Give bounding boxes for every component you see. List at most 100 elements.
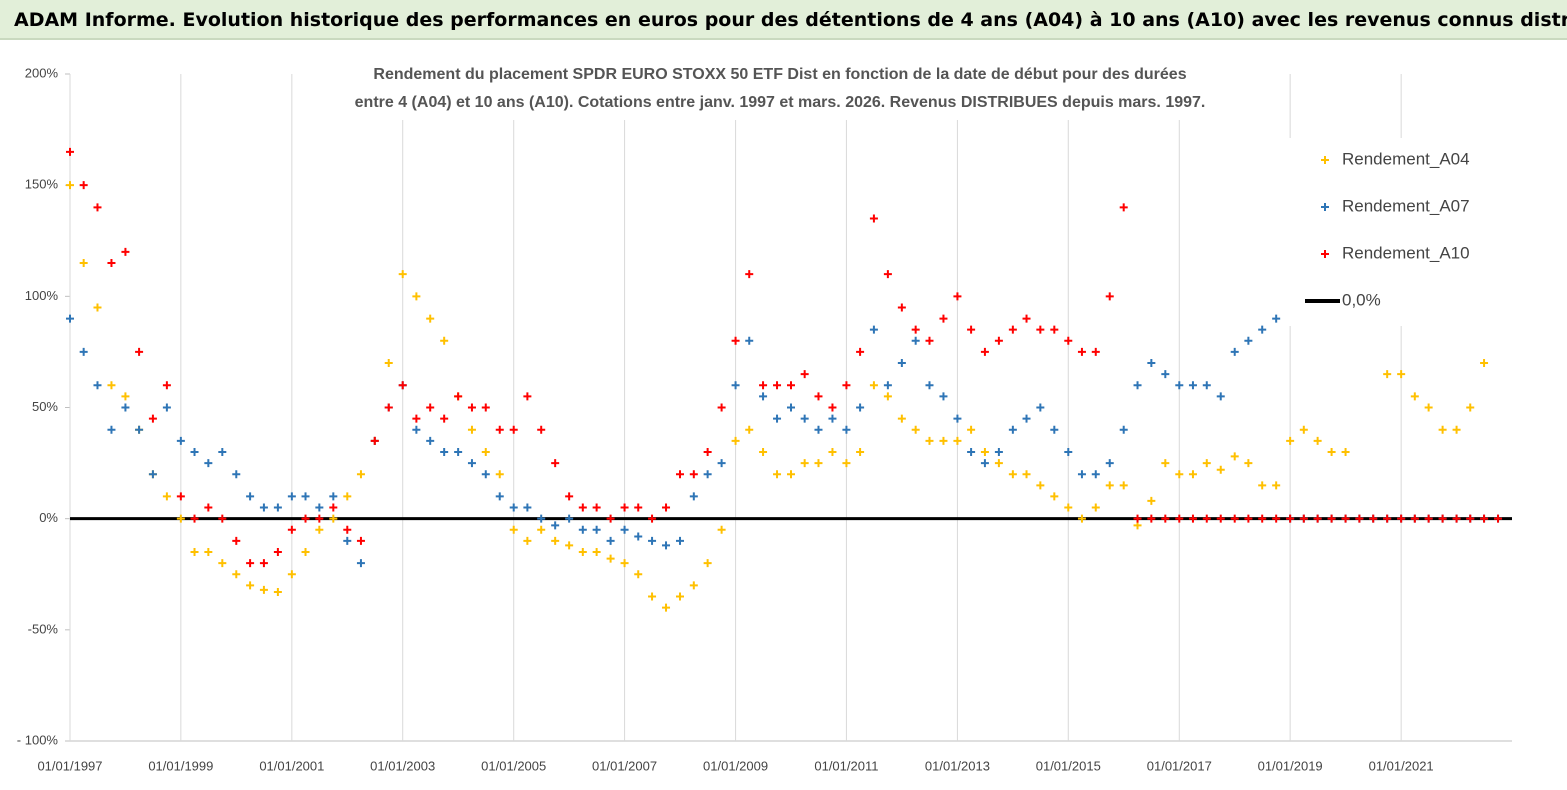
point bbox=[315, 525, 324, 534]
x-tick-label: 01/01/2001 bbox=[259, 758, 324, 773]
legend-label: Rendement_A10 bbox=[1342, 243, 1470, 262]
point bbox=[814, 392, 823, 401]
point bbox=[1299, 514, 1308, 523]
point bbox=[440, 414, 449, 423]
point bbox=[426, 403, 435, 412]
point bbox=[648, 536, 657, 545]
legend-label: Rendement_A04 bbox=[1342, 149, 1470, 168]
point bbox=[204, 503, 213, 512]
point bbox=[731, 381, 740, 390]
point bbox=[869, 381, 878, 390]
x-tick-label: 01/01/2015 bbox=[1036, 758, 1101, 773]
point bbox=[703, 447, 712, 456]
point bbox=[662, 603, 671, 612]
point bbox=[634, 570, 643, 579]
point bbox=[1188, 514, 1197, 523]
point bbox=[1258, 481, 1267, 490]
point bbox=[980, 459, 989, 468]
point bbox=[1258, 514, 1267, 523]
point bbox=[1008, 325, 1017, 334]
point bbox=[731, 436, 740, 445]
point bbox=[592, 503, 601, 512]
point bbox=[1466, 403, 1475, 412]
point bbox=[925, 436, 934, 445]
point bbox=[967, 447, 976, 456]
point bbox=[1077, 470, 1086, 479]
point bbox=[939, 436, 948, 445]
point bbox=[467, 403, 476, 412]
point bbox=[287, 570, 296, 579]
point bbox=[370, 436, 379, 445]
point bbox=[1077, 347, 1086, 356]
point bbox=[1424, 514, 1433, 523]
point bbox=[800, 370, 809, 379]
point bbox=[1327, 447, 1336, 456]
point bbox=[662, 503, 671, 512]
point bbox=[162, 381, 171, 390]
point bbox=[1230, 452, 1239, 461]
point bbox=[1077, 514, 1086, 523]
point bbox=[1064, 503, 1073, 512]
point bbox=[883, 270, 892, 279]
point bbox=[204, 548, 213, 557]
x-tick-label: 01/01/2017 bbox=[1147, 758, 1212, 773]
point bbox=[329, 514, 338, 523]
point bbox=[398, 381, 407, 390]
point bbox=[1480, 514, 1489, 523]
point bbox=[1341, 447, 1350, 456]
point bbox=[135, 347, 144, 356]
point bbox=[1119, 481, 1128, 490]
point bbox=[800, 414, 809, 423]
point bbox=[315, 514, 324, 523]
point bbox=[1313, 436, 1322, 445]
point bbox=[495, 492, 504, 501]
point bbox=[814, 459, 823, 468]
point bbox=[135, 425, 144, 434]
y-tick-label: 50% bbox=[32, 399, 58, 414]
point bbox=[703, 559, 712, 568]
point bbox=[1133, 521, 1142, 530]
point bbox=[1244, 336, 1253, 345]
point bbox=[287, 492, 296, 501]
point bbox=[1258, 325, 1267, 334]
point bbox=[1466, 514, 1475, 523]
point bbox=[800, 459, 809, 468]
point bbox=[759, 381, 768, 390]
point bbox=[356, 470, 365, 479]
point bbox=[412, 425, 421, 434]
point bbox=[648, 592, 657, 601]
point bbox=[426, 314, 435, 323]
legend-marker bbox=[1321, 250, 1329, 258]
point bbox=[509, 425, 518, 434]
point bbox=[994, 459, 1003, 468]
point bbox=[246, 492, 255, 501]
point bbox=[1064, 336, 1073, 345]
point bbox=[869, 214, 878, 223]
point bbox=[398, 270, 407, 279]
point bbox=[440, 336, 449, 345]
point bbox=[162, 492, 171, 501]
point bbox=[218, 447, 227, 456]
point bbox=[1147, 514, 1156, 523]
point bbox=[967, 325, 976, 334]
point bbox=[440, 447, 449, 456]
point bbox=[620, 559, 629, 568]
point bbox=[1091, 503, 1100, 512]
point bbox=[232, 570, 241, 579]
point bbox=[1119, 203, 1128, 212]
x-tick-label: 01/01/2003 bbox=[370, 758, 435, 773]
point bbox=[1133, 381, 1142, 390]
point bbox=[1216, 514, 1225, 523]
chart: 200% 150% 100% 50% 0% -50% - 100% 01/01/1997 01/… bbox=[0, 40, 1567, 790]
point bbox=[828, 403, 837, 412]
point bbox=[897, 414, 906, 423]
point bbox=[537, 514, 546, 523]
point bbox=[232, 536, 241, 545]
point bbox=[1244, 459, 1253, 468]
point bbox=[1008, 470, 1017, 479]
point bbox=[675, 592, 684, 601]
point bbox=[454, 447, 463, 456]
point bbox=[190, 514, 199, 523]
point bbox=[204, 459, 213, 468]
